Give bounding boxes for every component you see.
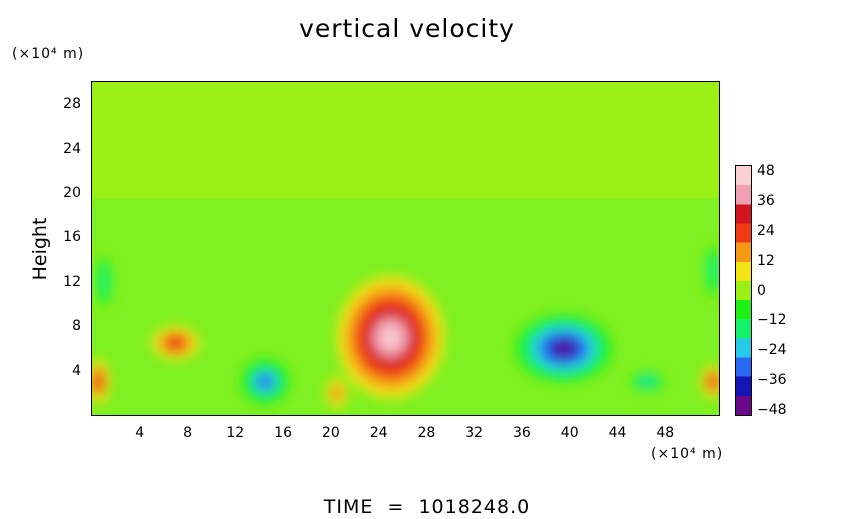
- y-tick-label: 20: [63, 185, 81, 201]
- x-tick-label: 20: [321, 425, 340, 441]
- chart-title: vertical velocity: [299, 14, 515, 43]
- y-tick-label: 16: [63, 229, 81, 246]
- x-tick-label: 4: [135, 425, 145, 441]
- updraft-contour: [95, 378, 100, 386]
- time-label: TIME: [323, 496, 374, 518]
- downdraft-cell-6: [241, 359, 290, 404]
- y-tick-label: 24: [63, 140, 81, 157]
- downdraft-contour: [711, 265, 716, 277]
- x-tick-label: 16: [274, 425, 292, 441]
- downdraft-contour: [261, 378, 270, 386]
- time-readout: TIME = 1018248.0: [0, 496, 854, 518]
- colorbar: [735, 165, 752, 416]
- downdraft-contour: [101, 276, 106, 288]
- x-tick-label: 24: [369, 425, 388, 441]
- y-axis-unit: (×10⁴ m): [12, 46, 85, 62]
- x-tick-label: 8: [183, 425, 192, 441]
- updraft-cell-3: [701, 365, 719, 399]
- x-tick-label: 40: [560, 425, 579, 441]
- updraft-contour: [334, 390, 339, 396]
- updraft-contour: [711, 378, 716, 385]
- updraft-cell-4: [324, 376, 349, 410]
- colorbar-tick-label: −12: [757, 312, 787, 329]
- x-tick-label: 48: [656, 425, 675, 441]
- time-value: 1018248.0: [418, 496, 531, 518]
- colorbar-tick-label: 12: [757, 252, 775, 269]
- colorbar-tick-label: −36: [757, 372, 787, 389]
- colorbar-tick-label: 36: [757, 192, 775, 209]
- updraft-cell-2: [92, 359, 110, 404]
- colorbar-tick-label: −48: [757, 402, 787, 418]
- y-tick-label: 28: [63, 96, 81, 113]
- x-tick-label: 36: [513, 425, 531, 441]
- x-tick-label: 12: [226, 425, 245, 441]
- plot-area: [91, 81, 720, 416]
- x-tick-label: 28: [417, 425, 436, 441]
- y-tick-label: 12: [63, 273, 81, 290]
- updraft-contour: [171, 340, 180, 346]
- colorbar-tick-label: 24: [757, 222, 775, 239]
- y-tick-label: 4: [72, 362, 81, 379]
- time-equals: =: [380, 496, 412, 518]
- updraft-cell-0: [336, 276, 445, 399]
- y-axis-label: Height: [29, 217, 51, 281]
- colorbar-tick-label: 48: [757, 163, 775, 179]
- updraft-contour: [381, 327, 400, 348]
- heatmap-field: [92, 82, 719, 415]
- updraft-cell-1: [151, 326, 200, 360]
- downdraft-cell-9: [701, 237, 719, 304]
- x-tick-label: 44: [608, 425, 627, 441]
- downdraft-contour: [643, 379, 652, 384]
- downdraft-cell-8: [92, 248, 116, 316]
- downdraft-contour: [555, 342, 572, 354]
- x-axis-unit: (×10⁴ m): [651, 446, 724, 462]
- colorbar-gradient: [736, 166, 751, 415]
- x-tick-label: 32: [465, 425, 484, 441]
- downdraft-cell-7: [623, 368, 672, 396]
- y-tick-label: 8: [72, 318, 81, 335]
- colorbar-tick-label: −24: [757, 342, 787, 359]
- colorbar-tick-label: 0: [757, 282, 766, 299]
- downdraft-cell-5: [515, 315, 612, 382]
